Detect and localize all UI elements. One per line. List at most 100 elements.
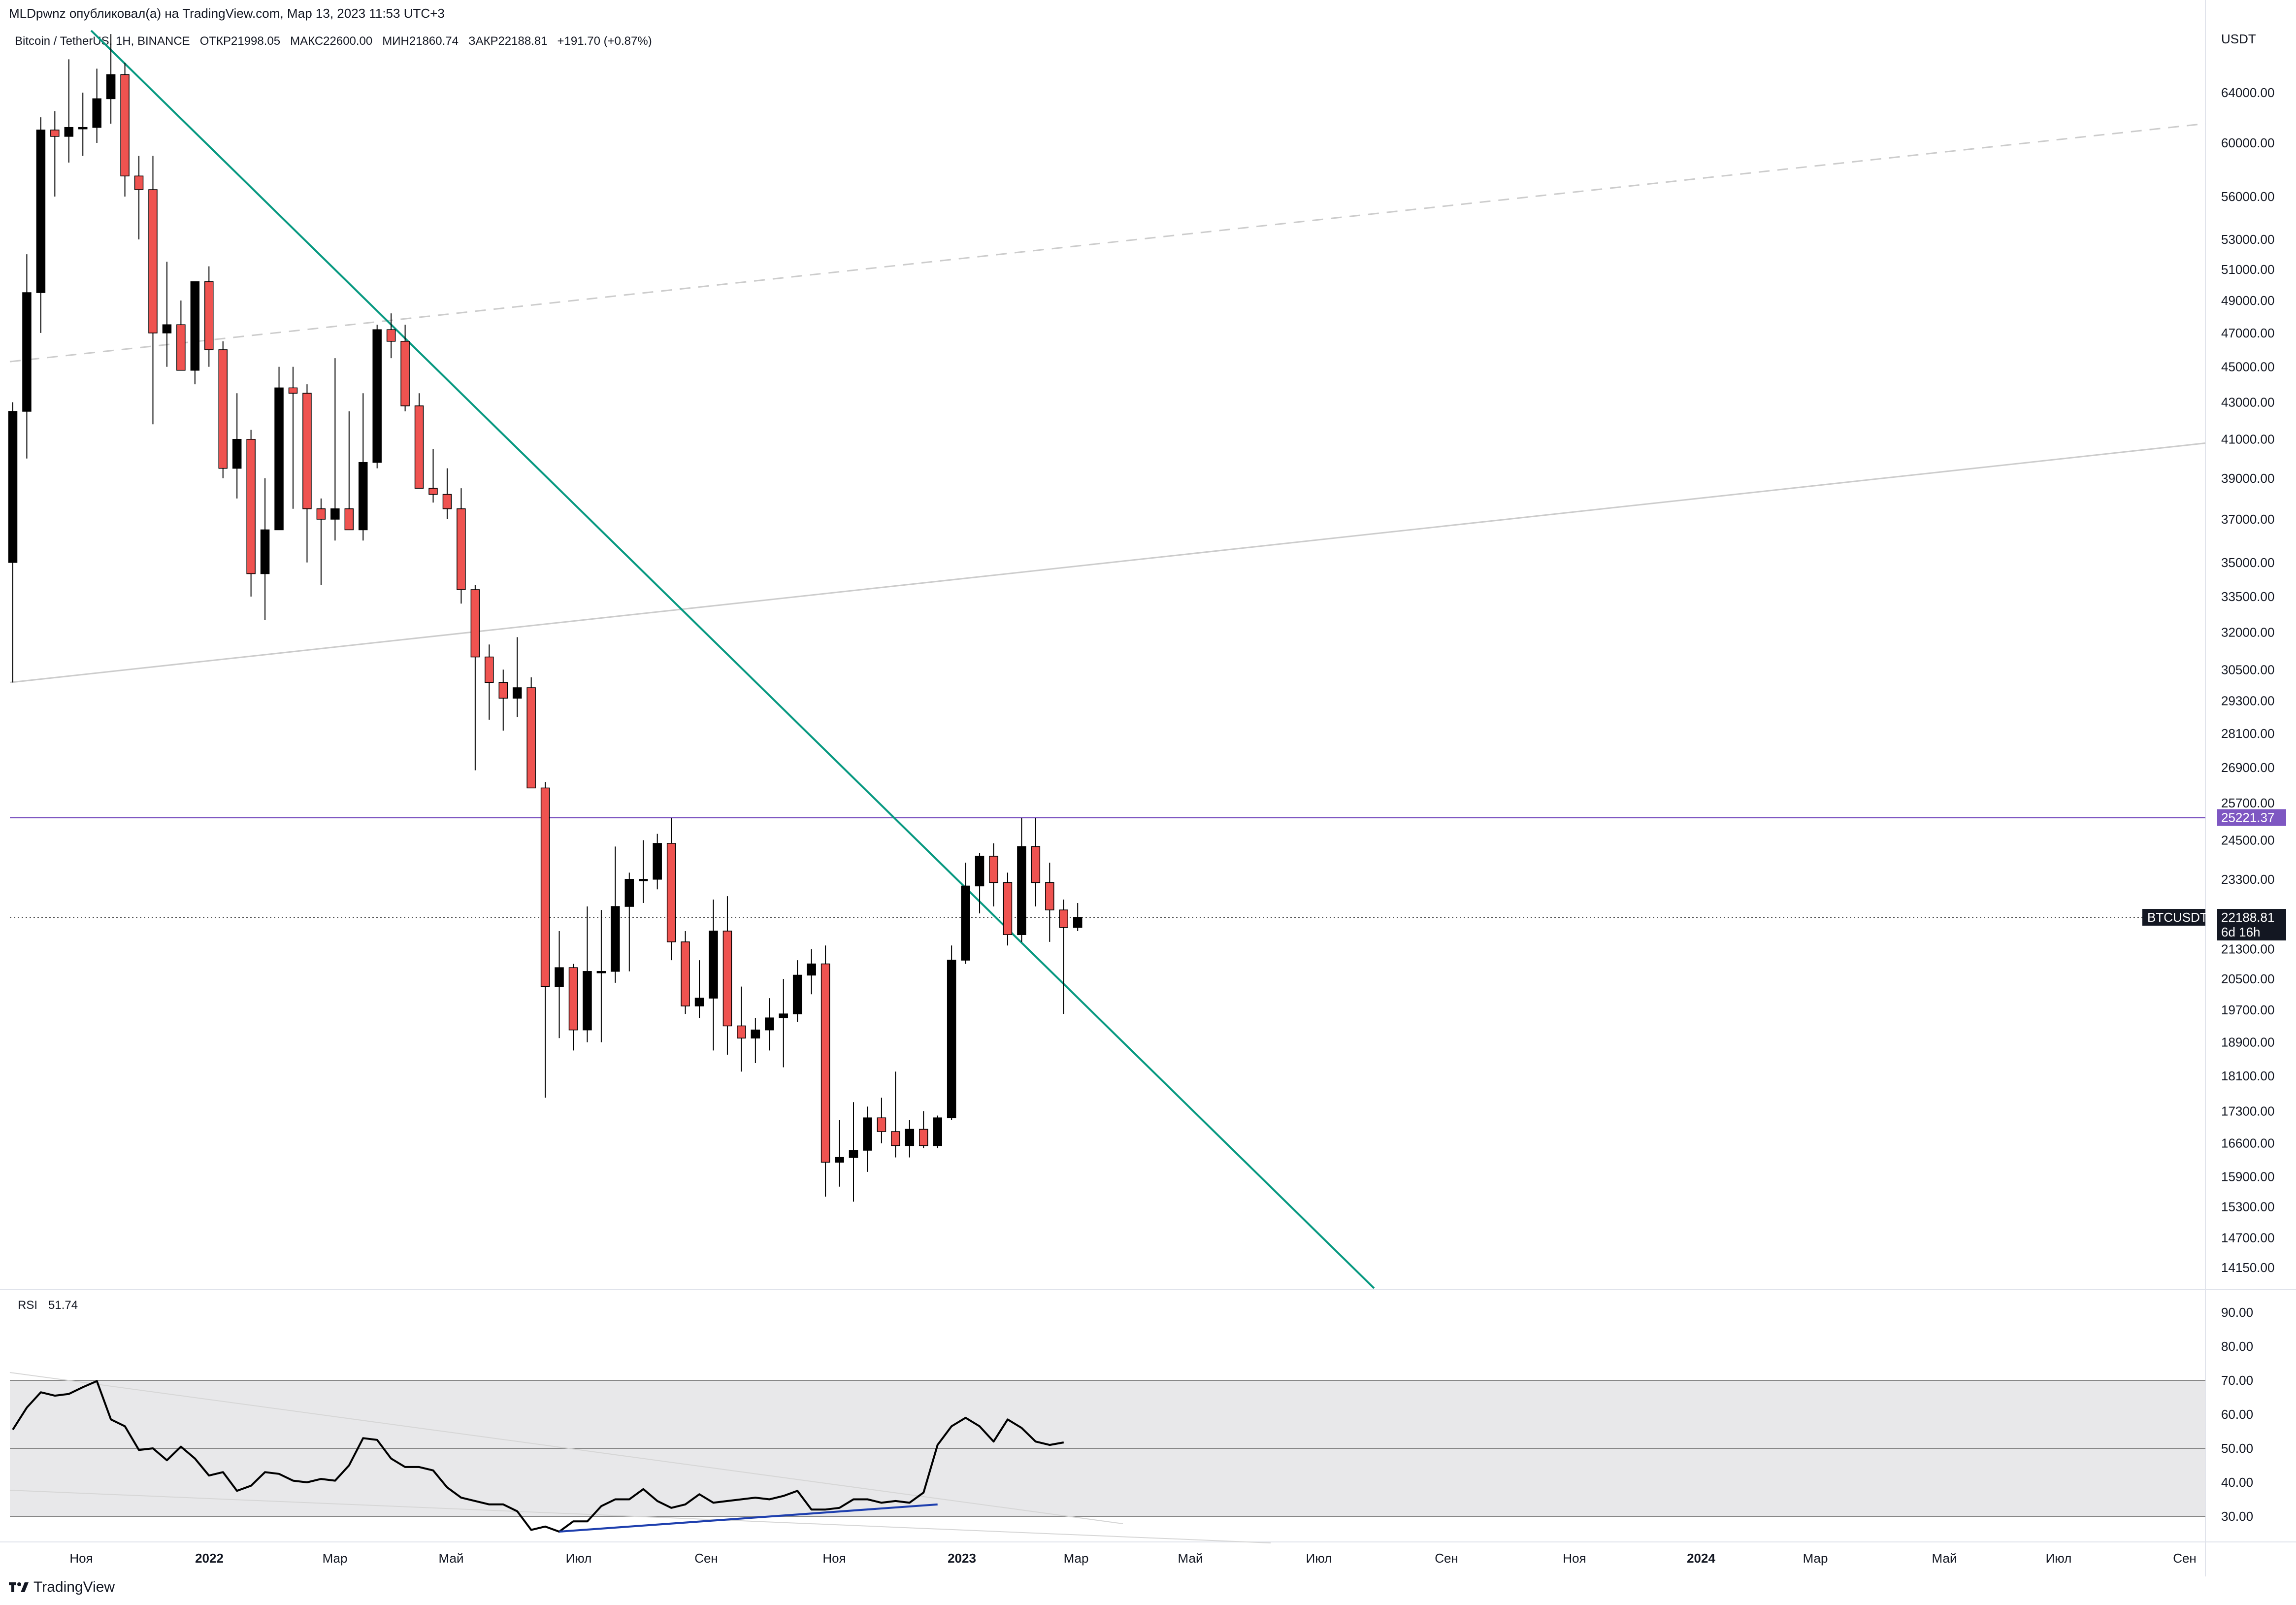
- candle-body[interactable]: [540, 787, 550, 987]
- candle-body[interactable]: [414, 405, 424, 489]
- candle-body[interactable]: [568, 967, 578, 1031]
- candle-body[interactable]: [260, 529, 270, 574]
- candle-body[interactable]: [134, 175, 144, 190]
- candle-body[interactable]: [344, 508, 354, 531]
- candle-body[interactable]: [765, 1017, 774, 1031]
- price-axis-tick: 18100.00: [2221, 1069, 2274, 1083]
- candle-body[interactable]: [877, 1117, 886, 1132]
- candle-body[interactable]: [722, 931, 732, 1027]
- channel-line[interactable]: [9, 442, 2206, 683]
- candle-body[interactable]: [639, 879, 648, 881]
- candle-body[interactable]: [681, 941, 690, 1006]
- candle-body[interactable]: [555, 967, 564, 987]
- candle-body[interactable]: [1045, 882, 1054, 910]
- candle-body[interactable]: [961, 885, 970, 961]
- ohlc-close: ЗАКР22188.81: [468, 34, 548, 48]
- candle-body[interactable]: [428, 488, 438, 495]
- dashed-channel-line[interactable]: [9, 123, 2206, 363]
- candle-body[interactable]: [512, 687, 522, 699]
- candle-body[interactable]: [485, 656, 494, 683]
- candle-body[interactable]: [751, 1029, 760, 1038]
- candle-body[interactable]: [232, 438, 242, 469]
- candle-body[interactable]: [316, 508, 326, 520]
- candle-body[interactable]: [779, 1013, 788, 1018]
- candle-body[interactable]: [694, 998, 704, 1006]
- candle-body[interactable]: [1059, 909, 1068, 928]
- downtrend-line[interactable]: [90, 30, 1375, 1289]
- candle-body[interactable]: [22, 292, 32, 412]
- candle-body[interactable]: [1031, 846, 1041, 883]
- candle-body[interactable]: [386, 329, 396, 342]
- candle-body[interactable]: [820, 963, 830, 1163]
- candle-body[interactable]: [176, 324, 186, 371]
- candle-body[interactable]: [526, 687, 536, 789]
- candle-body[interactable]: [583, 971, 592, 1031]
- candle-body[interactable]: [162, 324, 172, 334]
- candle-body[interactable]: [190, 281, 200, 371]
- candle-body[interactable]: [807, 963, 816, 976]
- candle-body[interactable]: [933, 1117, 942, 1146]
- rsi-trendline-upper[interactable]: [9, 1372, 1123, 1524]
- candle-body[interactable]: [36, 130, 46, 293]
- candle-body[interactable]: [919, 1129, 928, 1146]
- price-axis-tick: 20500.00: [2221, 971, 2274, 986]
- candle-body[interactable]: [596, 971, 606, 973]
- candle-body[interactable]: [975, 856, 984, 887]
- candle-body[interactable]: [442, 494, 452, 509]
- candle-body[interactable]: [218, 349, 228, 469]
- rsi-title[interactable]: RSI: [18, 1299, 38, 1312]
- candle-body[interactable]: [106, 74, 116, 100]
- price-axis-tick: 30500.00: [2221, 662, 2274, 677]
- candle-body[interactable]: [457, 508, 466, 590]
- candle-body[interactable]: [8, 411, 18, 563]
- rsi-divergence-line[interactable]: [559, 1503, 938, 1533]
- candle-body[interactable]: [330, 508, 340, 520]
- candle-body[interactable]: [246, 438, 256, 574]
- candle-body[interactable]: [64, 127, 74, 137]
- rsi-trendline-lower[interactable]: [9, 1490, 1271, 1543]
- rsi-axis-tick: 40.00: [2221, 1475, 2253, 1490]
- price-axis-tick: 39000.00: [2221, 471, 2274, 486]
- price-axis-tick: 49000.00: [2221, 293, 2274, 308]
- candle-body[interactable]: [359, 462, 368, 531]
- candle-body[interactable]: [120, 74, 130, 177]
- candle-body[interactable]: [50, 130, 60, 137]
- candle-body[interactable]: [737, 1025, 746, 1038]
- candle-body[interactable]: [288, 387, 298, 394]
- candle-body[interactable]: [92, 98, 101, 128]
- candle-body[interactable]: [498, 682, 508, 699]
- candle-body[interactable]: [863, 1117, 872, 1151]
- candle-body[interactable]: [302, 393, 312, 509]
- last-price-tag: [2217, 909, 2286, 941]
- candle-body[interactable]: [372, 329, 382, 463]
- candle-body[interactable]: [709, 931, 718, 999]
- candle-body[interactable]: [611, 906, 620, 972]
- candle-body[interactable]: [78, 127, 88, 130]
- symbol-tag-label: BTCUSDT: [2147, 910, 2208, 925]
- candle-body[interactable]: [989, 856, 998, 883]
- time-axis-month: Май: [439, 1551, 464, 1566]
- candle-body[interactable]: [1003, 882, 1013, 936]
- candle-body[interactable]: [905, 1129, 915, 1146]
- candle-body[interactable]: [470, 589, 480, 658]
- candle-body[interactable]: [653, 843, 662, 880]
- candle-body[interactable]: [148, 189, 158, 334]
- candle-body[interactable]: [849, 1150, 858, 1158]
- candle-body[interactable]: [204, 281, 214, 350]
- candle-body[interactable]: [274, 387, 284, 531]
- symbol-tag[interactable]: [2142, 909, 2205, 926]
- candle-body[interactable]: [666, 843, 676, 942]
- candle-body[interactable]: [835, 1157, 844, 1163]
- rsi-axis-tick: 70.00: [2221, 1373, 2253, 1388]
- candle-body[interactable]: [792, 974, 802, 1014]
- candle-body[interactable]: [947, 960, 956, 1118]
- candle-body[interactable]: [891, 1131, 900, 1146]
- time-axis-month: Мар: [1803, 1551, 1828, 1566]
- rsi-line[interactable]: [12, 1380, 1064, 1533]
- candle-body[interactable]: [1017, 846, 1026, 936]
- tradingview-logo[interactable]: TradingView: [9, 1579, 115, 1596]
- candle-body[interactable]: [1073, 917, 1082, 928]
- candle-body[interactable]: [400, 341, 410, 406]
- candle-body[interactable]: [624, 879, 634, 907]
